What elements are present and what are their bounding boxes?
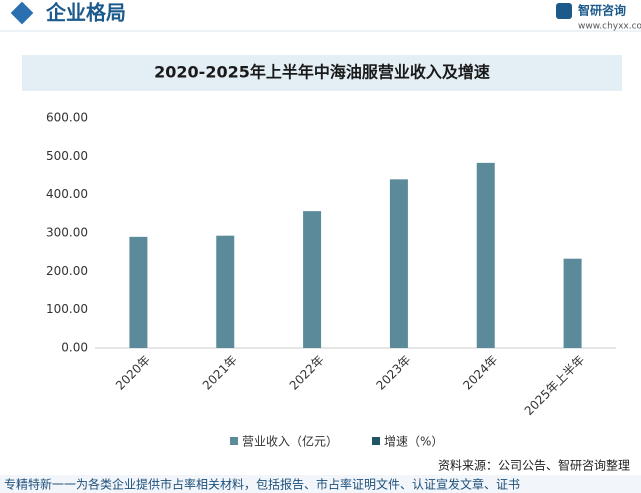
- x-tick-label: 2022年: [287, 353, 327, 393]
- x-tick-label: 2020年: [113, 353, 153, 393]
- footer-text: 专精特新一一为各类企业提供市占率相关材料，包括报告、市占率证明文件、认证宣发文章…: [4, 477, 520, 492]
- logo-text: 智研咨询: [577, 3, 626, 18]
- header-title: 企业格局: [45, 1, 126, 25]
- logo-url: www.chyxx.com: [578, 22, 641, 32]
- x-tick-label: 2025年上半年: [522, 353, 587, 418]
- footer-bar: [0, 475, 641, 493]
- x-tick-label: 2021年: [200, 353, 240, 393]
- y-tick-label: 600.00: [46, 111, 88, 125]
- chart-title: 2020-2025年上半年中海油服营业收入及增速: [154, 63, 490, 82]
- legend-label: 营业收入（亿元）: [242, 434, 338, 449]
- y-tick-label: 400.00: [46, 187, 88, 201]
- bar: [129, 236, 148, 348]
- x-tick-label: 2024年: [460, 353, 500, 393]
- source: 资料来源：公司公告、智研咨询整理: [438, 458, 630, 473]
- x-tick-label: 2023年: [374, 353, 414, 393]
- y-tick-label: 300.00: [46, 226, 88, 240]
- legend-swatch: [230, 437, 238, 445]
- bar: [476, 162, 495, 348]
- y-tick-label: 500.00: [46, 149, 88, 163]
- y-tick-label: 200.00: [46, 264, 88, 278]
- bar: [216, 235, 235, 348]
- bar: [563, 258, 582, 348]
- title-box: [22, 55, 622, 91]
- legend-swatch: [372, 437, 380, 445]
- bar: [389, 179, 408, 348]
- header-icon: [10, 1, 34, 25]
- y-tick-label: 100.00: [46, 302, 88, 316]
- bar: [303, 211, 322, 348]
- logo-icon: [556, 3, 572, 19]
- legend-label: 增速（%）: [384, 435, 443, 449]
- y-tick-label: 0.00: [61, 341, 88, 355]
